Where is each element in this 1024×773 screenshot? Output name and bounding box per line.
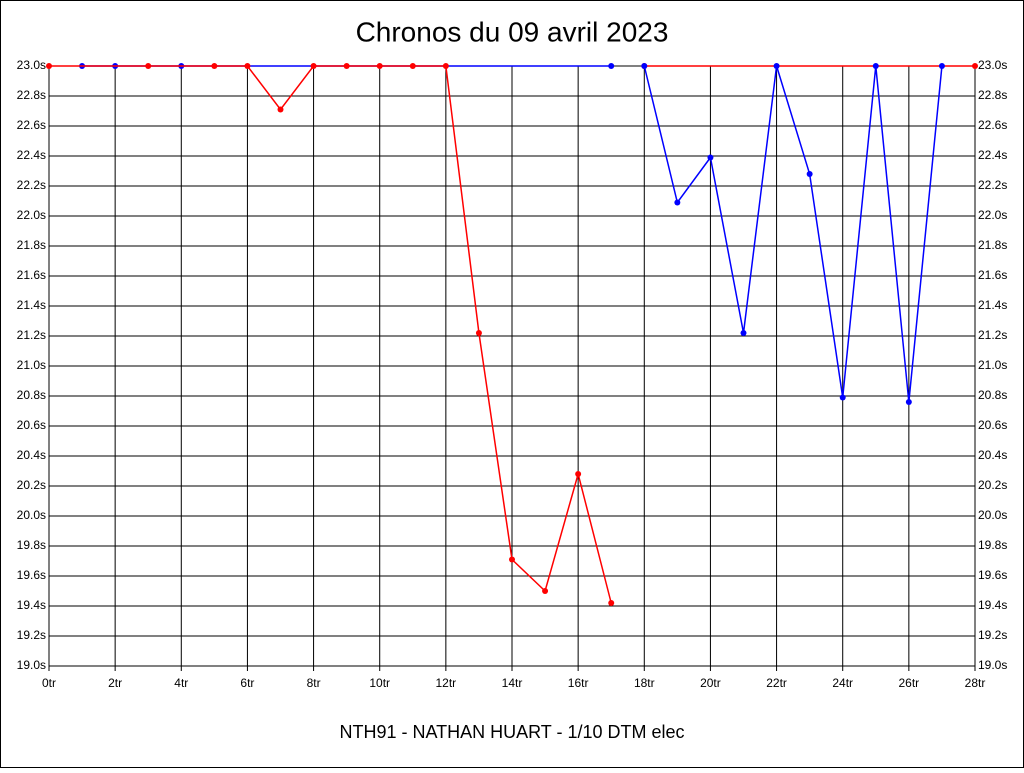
data-point (475, 330, 482, 336)
y2-tick-label: 21.4s (978, 298, 1007, 312)
x-tick-label: 24tr (832, 676, 853, 690)
series-line (643, 65, 943, 403)
y2-tick-label: 20.0s (978, 508, 1007, 522)
x-tick-label: 2tr (108, 676, 122, 690)
data-point (575, 471, 582, 477)
x-tick-label: 20tr (700, 676, 721, 690)
chart-title: Chronos du 09 avril 2023 (356, 16, 669, 47)
data-point (244, 63, 251, 69)
x-tick-label: 10tr (369, 676, 390, 690)
y2-tick-label: 20.2s (978, 478, 1007, 492)
data-point (872, 63, 879, 69)
data-point (608, 63, 615, 69)
x-tick-label: 26tr (899, 676, 920, 690)
data-point (46, 63, 52, 69)
y-tick-label: 20.0s (17, 508, 46, 522)
y2-tick-label: 22.8s (978, 88, 1007, 102)
y-tick-label: 21.6s (17, 268, 46, 282)
chart-subtitle: NTH91 - NATHAN HUART - 1/10 DTM elec (339, 722, 684, 742)
data-point (839, 394, 846, 401)
y-tick-label: 22.2s (17, 178, 46, 192)
data-point (806, 171, 813, 177)
data-point (542, 588, 549, 594)
data-point (972, 63, 978, 69)
data-point (376, 63, 383, 69)
y2-tick-label: 22.6s (978, 118, 1007, 132)
x-tick-label: 0tr (42, 676, 56, 690)
data-point (773, 63, 780, 69)
y-tick-label: 20.6s (17, 418, 46, 432)
data-point (707, 154, 714, 161)
x-tick-label: 22tr (766, 676, 787, 690)
y2-tick-label: 21.8s (978, 238, 1007, 252)
y-tick-label: 20.2s (17, 478, 46, 492)
y-tick-label: 21.2s (17, 328, 46, 342)
y2-tick-label: 20.8s (978, 388, 1007, 402)
x-tick-label: 12tr (436, 676, 457, 690)
data-point (608, 600, 615, 606)
y-tick-label: 19.2s (17, 628, 46, 642)
y2-tick-label: 22.2s (978, 178, 1007, 192)
data-point (641, 63, 648, 69)
y2-tick-label: 23.0s (978, 58, 1007, 72)
data-point (905, 399, 912, 405)
y2-tick-label: 19.4s (978, 598, 1007, 612)
y-tick-label: 21.0s (17, 358, 46, 372)
y-tick-label: 22.8s (17, 88, 46, 102)
data-point (409, 63, 416, 69)
data-point (343, 63, 350, 69)
data-point (211, 63, 218, 69)
y-tick-label: 22.6s (17, 118, 46, 132)
y2-tick-label: 21.2s (978, 328, 1007, 342)
y2-tick-label: 20.6s (978, 418, 1007, 432)
y-tick-label: 19.0s (17, 658, 46, 672)
data-point (509, 556, 515, 563)
y-tick-label: 22.0s (17, 208, 46, 222)
x-tick-label: 14tr (502, 676, 523, 690)
y2-tick-label: 19.0s (978, 658, 1007, 672)
x-tick-label: 16tr (568, 676, 589, 690)
y-tick-label: 20.8s (17, 388, 46, 402)
x-tick-label: 28tr (965, 676, 986, 690)
y-tick-label: 23.0s (17, 58, 46, 72)
data-point (277, 106, 284, 113)
y2-tick-label: 20.4s (978, 448, 1007, 462)
y-tick-label: 19.6s (17, 568, 46, 582)
y2-tick-label: 22.4s (978, 148, 1007, 162)
y-tick-label: 21.4s (17, 298, 46, 312)
y2-tick-label: 21.0s (978, 358, 1007, 372)
y2-tick-label: 19.6s (978, 568, 1007, 582)
data-point (145, 63, 152, 69)
y-tick-label: 20.4s (17, 448, 46, 462)
data-point (442, 63, 449, 69)
y-tick-label: 19.4s (17, 598, 46, 612)
y-tick-label: 21.8s (17, 238, 46, 252)
x-tick-label: 18tr (634, 676, 655, 690)
data-point (938, 63, 945, 69)
x-tick-label: 6tr (240, 676, 254, 690)
data-point (674, 199, 681, 206)
y-tick-label: 19.8s (17, 538, 46, 552)
y2-tick-label: 19.2s (978, 628, 1007, 642)
x-tick-label: 8tr (307, 676, 321, 690)
y2-tick-label: 19.8s (978, 538, 1007, 552)
data-point (310, 63, 317, 69)
y-tick-label: 22.4s (17, 148, 46, 162)
y2-tick-label: 22.0s (978, 208, 1007, 222)
data-point (740, 330, 747, 336)
x-tick-label: 4tr (174, 676, 188, 690)
y2-tick-label: 21.6s (978, 268, 1007, 282)
